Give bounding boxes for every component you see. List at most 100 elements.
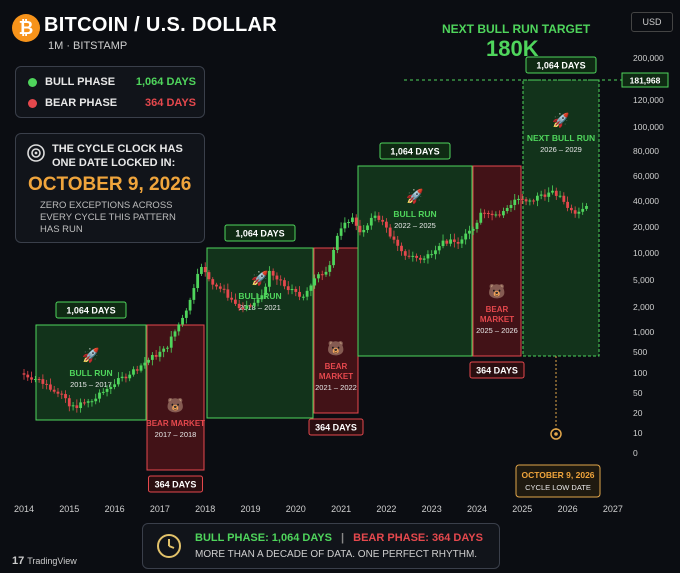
candle-body [532,200,536,202]
candle-body [539,194,543,196]
candle-body [351,217,354,223]
candle-body [400,245,403,252]
candle-body [252,302,256,306]
candle-body [181,317,184,325]
candle-body [41,379,45,384]
phase-years: 2026 – 2029 [540,145,582,154]
bull-dot-icon [28,77,37,87]
candle-body [328,265,332,272]
candle-body [385,221,388,228]
candle-body [305,290,309,297]
x-tick-label-2025: 2025 [512,504,532,514]
phase-days-badge [308,418,364,436]
candle-body [577,211,581,214]
phase-legend: BULL PHASE 1,064 DAYS BEAR PHASE 364 DAY… [15,66,205,118]
cycle-clock-title: THE CYCLE CLOCK HAS ONE DATE LOCKED IN: [52,143,183,169]
x-tick-label-2019: 2019 [240,504,260,514]
phase-days-badge [224,224,296,242]
candle-body [147,359,150,363]
phase-years: 2021 – 2022 [315,383,357,392]
candle-body [169,336,173,348]
y-tick-label: 40,000 [633,196,659,206]
tradingview-label: TradingView [27,556,77,566]
candle-body [498,214,502,216]
candle-body [177,324,181,332]
phase-days-badge [55,301,127,319]
phase-name: BULL RUN [69,368,112,378]
bear-icon: 🐻 [167,396,185,414]
candle-body [135,369,139,371]
candle-body [460,239,464,244]
phase-days-label: 364 DAYS [155,480,197,490]
candle-body [309,285,313,291]
cycle-low-date: OCTOBER 9, 2026 [521,470,594,480]
bear-dot-icon [28,98,37,108]
candle-body [317,274,320,279]
candle-body [520,198,524,200]
candle-body [113,384,116,388]
cycle-clock-date: OCTOBER 9, 2026 [28,174,192,195]
candle-body [452,239,456,242]
candle-body [37,379,41,381]
candle-body [234,299,237,304]
candle-body [445,240,449,244]
candle-body [524,199,528,202]
phase-days-badge [148,475,203,493]
candle-body [173,331,177,337]
candle-body [569,207,573,211]
phase-years: 2017 – 2018 [155,430,197,439]
legend-bull-label: BULL PHASE [45,76,116,88]
candle-body [585,206,588,209]
candle-body [184,310,188,318]
candle-body [573,210,577,214]
candle-body [335,235,339,250]
candle-body [388,227,392,237]
summary-phases: BULL PHASE: 1,064 DAYS | BEAR PHASE: 364… [195,532,483,544]
target-price-value: 181,968 [630,76,661,86]
bitcoin-logo-icon: ₿ [12,14,40,42]
candle-body [154,354,158,357]
candle-body [226,289,230,298]
candle-body [290,288,294,291]
candle-body [275,275,279,280]
x-tick-label-2022: 2022 [376,504,396,514]
candle-body [513,199,517,205]
phase-days-label: 1,064 DAYS [390,147,439,157]
phase-name: BULL RUN [393,209,436,219]
target-label: NEXT BULL RUN TARGET [442,22,591,36]
x-tick-label-2014: 2014 [14,504,34,514]
phase-years: 2025 – 2026 [476,326,518,335]
y-tick-label: 10,000 [633,248,659,258]
tradingview-brand[interactable]: 17 TradingView [12,555,77,567]
candle-body [283,280,286,287]
candle-body [377,215,381,220]
candle-body [150,354,154,360]
candle-body [430,254,434,256]
candle-body [434,250,437,255]
phase-days-label: 364 DAYS [315,423,357,433]
candle-body [71,405,75,407]
candle-body [237,303,241,309]
candle-body [505,207,509,212]
phase-zone-bull [35,324,147,421]
cycle-low-box [515,464,601,498]
summary-separator: | [341,532,345,544]
candle-body [471,228,475,231]
candle-body [554,190,558,196]
currency-selector[interactable]: USD [631,12,673,32]
candle-body [241,308,245,310]
phase-days-label: 364 DAYS [476,366,518,376]
candle-body [124,376,128,379]
phase-zone-bull [357,165,473,357]
x-tick-label-2020: 2020 [286,504,306,514]
candle-body [207,272,211,280]
candle-body [260,295,264,300]
candle-body [347,222,351,224]
candle-body [536,195,539,201]
candle-body [320,274,324,276]
candle-body [566,201,569,208]
legend-bear-value: 364 DAYS [145,97,196,109]
candle-body [98,392,101,399]
candle-body [517,198,520,200]
